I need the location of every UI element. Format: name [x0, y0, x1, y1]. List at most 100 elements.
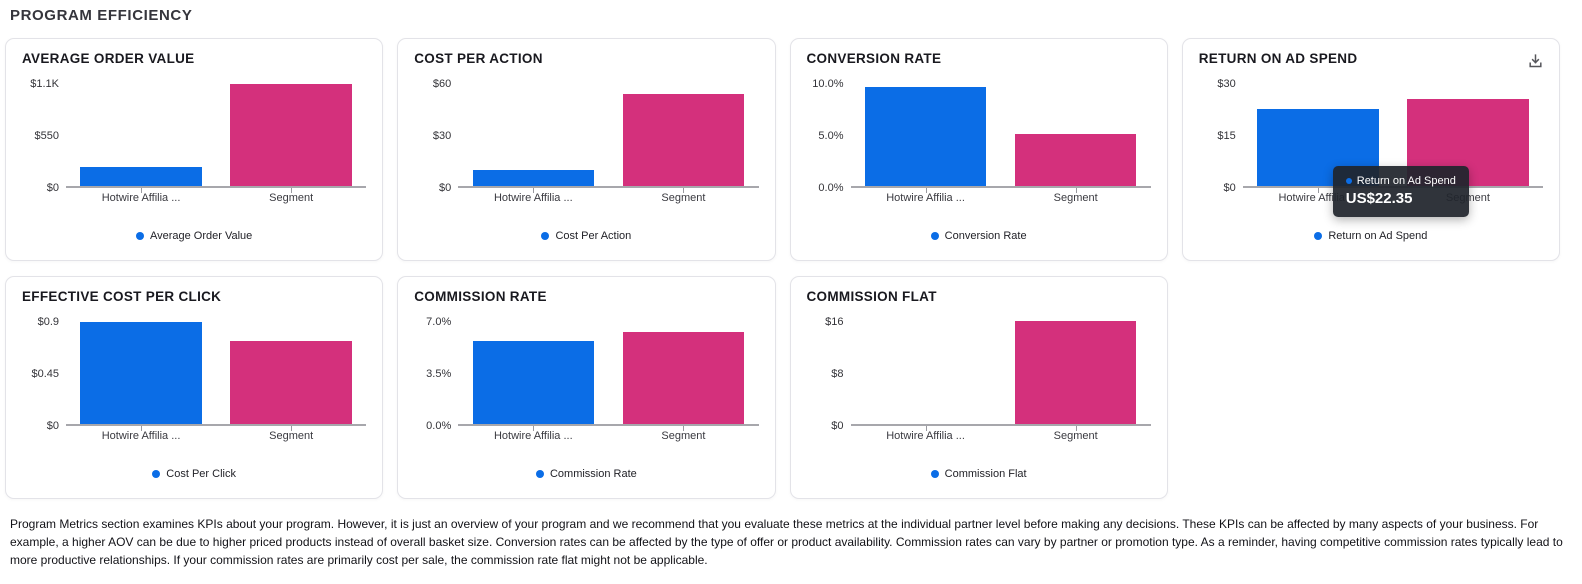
bar-slot — [851, 84, 1001, 193]
y-axis-label: $0 — [439, 182, 452, 194]
x-axis: Hotwire Affilia ... Segment — [414, 430, 758, 442]
plot-area — [850, 320, 1151, 431]
bar-segment[interactable] — [230, 83, 352, 186]
page-title: PROGRAM EFFICIENCY — [10, 7, 193, 24]
y-axis-label: $8 — [831, 368, 844, 380]
legend-item[interactable]: Commission Flat — [791, 468, 1167, 480]
y-axis-label: $1.1K — [30, 78, 59, 90]
legend-item[interactable]: Conversion Rate — [791, 230, 1167, 242]
legend-label: Average Order Value — [149, 230, 253, 242]
legend-marker-icon — [1314, 232, 1323, 240]
legend-marker-icon — [541, 232, 550, 240]
y-axis: $1.1K $550 $0 — [22, 78, 59, 194]
bar-segment[interactable] — [622, 94, 745, 186]
bar-slot — [216, 322, 366, 431]
bar-slot — [66, 322, 216, 431]
chart-title: EFFECTIVE COST PER CLICK — [22, 289, 222, 304]
x-axis-label: Segment — [1053, 430, 1098, 442]
bar-slot — [216, 83, 366, 193]
y-axis: $0.9 $0.45 $0 — [22, 316, 59, 432]
x-axis-label: Segment — [661, 430, 706, 442]
x-axis-label: Segment — [269, 430, 314, 442]
y-axis-label: $550 — [34, 130, 59, 142]
legend-item[interactable]: Commission Rate — [398, 468, 774, 480]
plot-area — [66, 83, 367, 193]
y-axis: 7.0% 3.5% 0.0% — [414, 316, 451, 432]
plot-area — [850, 84, 1151, 193]
legend-item[interactable]: Average Order Value — [6, 230, 382, 242]
plot-area — [458, 84, 759, 193]
chart-title: COST PER ACTION — [414, 51, 543, 66]
chart-card-conversion-rate: CONVERSION RATE 10.0% 5.0% 0.0% — [789, 38, 1168, 261]
bar-segment[interactable] — [1014, 320, 1137, 424]
bar-hotwire-affiliate[interactable] — [472, 170, 595, 186]
y-axis: $30 $15 $0 — [1199, 78, 1236, 194]
bar-slot — [1001, 84, 1151, 193]
y-axis-label: 0.0% — [426, 420, 452, 432]
bar-hotwire-affiliate[interactable] — [80, 167, 202, 186]
bar-segment[interactable] — [622, 331, 745, 424]
download-icon[interactable] — [1525, 51, 1545, 71]
x-axis-label: Segment — [661, 192, 706, 204]
chart-title: AVERAGE ORDER VALUE — [22, 51, 195, 66]
footer-note: Program Metrics section examines KPIs ab… — [10, 517, 1563, 567]
bar-chart: $1.1K $550 $0 — [22, 78, 367, 194]
bar-slot — [458, 84, 608, 193]
bar-chart: $0.9 $0.45 $0 — [22, 316, 367, 432]
bar-segment[interactable] — [230, 340, 352, 424]
bar-hotwire-affiliate[interactable] — [80, 322, 202, 424]
y-axis: $16 $8 $0 — [807, 316, 844, 432]
chart-card-average-order-value: AVERAGE ORDER VALUE $1.1K $550 $0 — [5, 38, 384, 261]
chart-title: COMMISSION FLAT — [806, 289, 937, 304]
y-axis: $60 $30 $0 — [414, 78, 452, 194]
tooltip-series-label: Return on Ad Spend — [1356, 175, 1456, 187]
y-axis-label: 7.0% — [426, 316, 452, 328]
y-axis-label: $0.9 — [37, 316, 59, 328]
x-axis: Hotwire Affilia ... Segment — [22, 192, 366, 204]
y-axis-label: $0.45 — [31, 368, 59, 380]
y-axis-label: $30 — [1217, 78, 1236, 90]
y-axis-label: 0.0% — [818, 182, 844, 194]
y-axis-label: $0 — [46, 420, 59, 432]
y-axis-label: $16 — [825, 316, 844, 328]
x-axis-label: Hotwire Affilia ... — [493, 192, 573, 204]
tooltip-value: US$22.35 — [1345, 190, 1413, 207]
bar-slot — [458, 322, 608, 431]
tooltip-series-marker-icon — [1345, 178, 1352, 184]
bar-slot — [66, 84, 216, 193]
legend-label: Commission Flat — [944, 468, 1027, 480]
chart-title: COMMISSION RATE — [414, 289, 547, 304]
plot-area — [458, 322, 759, 431]
chart-tooltip: Return on Ad Spend US$22.35 — [1332, 166, 1469, 217]
chart-card-commission-flat: COMMISSION FLAT $16 $8 $0 — [789, 276, 1168, 499]
x-axis: Hotwire Affilia ... Segment — [807, 192, 1151, 204]
legend-item[interactable]: Cost Per Click — [6, 468, 382, 480]
y-axis-label: $30 — [432, 130, 452, 142]
x-axis-label: Segment — [269, 192, 314, 204]
legend-marker-icon — [135, 232, 144, 240]
legend-item[interactable]: Return on Ad Spend — [1183, 230, 1559, 242]
bar-hotwire-affiliate[interactable] — [472, 340, 595, 424]
chart-card-return-on-ad-spend: RETURN ON AD SPEND $30 $15 $0 — [1181, 38, 1560, 261]
legend-item[interactable]: Cost Per Action — [398, 230, 774, 242]
plot-area — [66, 322, 367, 431]
x-axis-label: Hotwire Affilia ... — [886, 192, 965, 204]
x-axis-label: Hotwire Affilia ... — [493, 430, 573, 442]
y-axis-label: $15 — [1217, 130, 1236, 142]
bar-slot — [608, 322, 758, 431]
chart-card-effective-cost-per-click: EFFECTIVE COST PER CLICK $0.9 $0.45 $0 — [5, 276, 384, 499]
y-axis-label: 10.0% — [812, 78, 844, 90]
program-efficiency-page: PROGRAM EFFICIENCY AVERAGE ORDER VALUE $… — [5, 7, 1563, 567]
chart-card-cost-per-action: COST PER ACTION $60 $30 $0 — [397, 38, 776, 261]
y-axis-label: $0 — [46, 182, 59, 194]
y-axis-label: 5.0% — [818, 130, 844, 142]
x-axis-label: Hotwire Affilia ... — [101, 430, 181, 442]
y-axis-label: $0 — [1223, 182, 1236, 194]
bar-hotwire-affiliate[interactable] — [864, 87, 987, 186]
legend-label: Cost Per Action — [555, 230, 632, 242]
charts-grid: AVERAGE ORDER VALUE $1.1K $550 $0 — [5, 38, 1560, 499]
bar-segment[interactable] — [1014, 134, 1137, 186]
y-axis: 10.0% 5.0% 0.0% — [807, 78, 844, 194]
bar-chart: 7.0% 3.5% 0.0% — [414, 316, 759, 432]
legend-marker-icon — [152, 470, 161, 478]
